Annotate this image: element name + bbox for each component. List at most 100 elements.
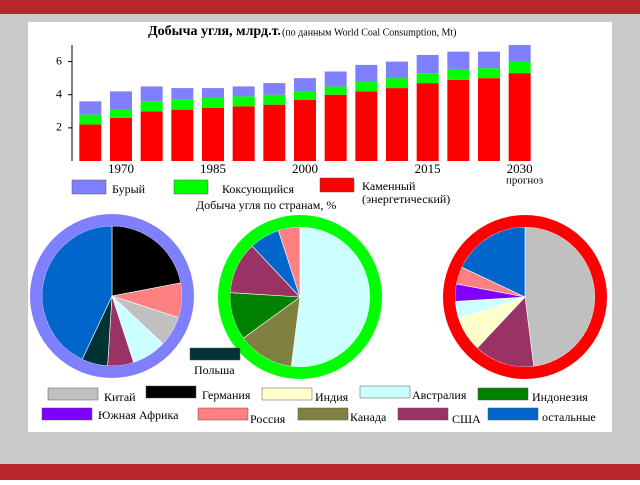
legend-label: Индия (315, 390, 349, 404)
x-tick-label: 2015 (415, 161, 441, 176)
bar-segment (79, 114, 102, 125)
bar-segment (110, 91, 132, 110)
bar-segment (508, 61, 531, 74)
legend-label: Южная Африка (98, 408, 179, 422)
legend-label: Польша (194, 363, 235, 377)
legend-swatch (41, 407, 93, 421)
bar-segment (478, 51, 500, 69)
legend-label: Бурый (112, 182, 146, 196)
legend-swatch (397, 407, 449, 421)
bar-segment (140, 111, 163, 161)
bar-segment (416, 83, 439, 161)
pie-slice (111, 225, 182, 297)
bar-segment (324, 86, 347, 95)
bar-segment (294, 78, 316, 92)
bar-segment (386, 61, 408, 79)
legend-label: Каменный (энергетический) (362, 179, 451, 206)
bar-segment (386, 88, 408, 161)
bar-segment (447, 51, 470, 70)
bar-segment (140, 101, 163, 112)
bar-segment (324, 71, 347, 87)
top-band (0, 0, 640, 14)
pie-slice (242, 296, 301, 367)
bar-segment (263, 104, 286, 161)
legend-label: США (452, 412, 481, 426)
bar-segment (263, 83, 286, 95)
bar-segment (508, 45, 531, 62)
bar-segment (416, 54, 439, 74)
legend-swatch (297, 407, 349, 421)
annotation: прогноз (506, 175, 543, 187)
pie-ring (30, 214, 194, 378)
bar-segment (202, 88, 224, 99)
pies-title: Добыча угля по странам, % (196, 198, 336, 212)
pie-slice (476, 296, 535, 368)
legend-swatch (145, 385, 197, 399)
bar-segment (263, 94, 286, 105)
bar-segment (110, 109, 132, 118)
legend-swatch (261, 387, 313, 401)
legend-swatch (359, 385, 411, 399)
x-tick-label: 1985 (200, 161, 226, 176)
legend-label: Индонезия (532, 390, 588, 404)
pie-ring (218, 215, 382, 379)
bar-segment (140, 86, 163, 102)
legend-swatch (487, 407, 539, 421)
bar-segment (355, 91, 378, 161)
bar-segment (232, 86, 255, 97)
legend-swatch (319, 177, 355, 193)
bar-segment (508, 73, 531, 161)
x-tick-label: 2000 (292, 161, 318, 176)
bar-segment (294, 99, 316, 161)
legend-swatch (477, 387, 529, 401)
bar-segment (171, 109, 194, 161)
bar-segment (232, 106, 255, 161)
bar-segment (232, 96, 255, 107)
legend-swatch (71, 179, 107, 195)
legend-swatch (197, 407, 249, 421)
bar-segment (478, 78, 500, 161)
pie-slice (41, 225, 113, 360)
chart-title: Добыча угля, млрд.т. (148, 24, 281, 39)
bar-segment (355, 81, 378, 92)
bar-segment (202, 98, 224, 108)
x-tick-label: 1970 (108, 161, 134, 176)
pie-slice (524, 226, 596, 367)
legend-swatch (173, 179, 209, 195)
bar-segment (294, 91, 316, 100)
legend-swatch (47, 387, 99, 401)
legend-label: Австралия (412, 388, 467, 402)
x-tick-label: 2030 (507, 161, 533, 176)
bar-segment (447, 79, 470, 161)
bar-segment (171, 88, 194, 100)
bottom-band (0, 464, 640, 480)
legend-swatch (189, 347, 241, 361)
bar-segment (171, 99, 194, 110)
bar-segment (79, 101, 102, 115)
legend-label: Германия (202, 388, 251, 402)
bar-segment (416, 73, 439, 84)
bar-segment (202, 107, 224, 161)
y-tick-label: 4 (56, 86, 62, 100)
pie-slice (290, 226, 371, 368)
bar-segment (79, 124, 102, 161)
bar-segment (447, 69, 470, 80)
bar-segment (478, 68, 500, 79)
pie-slice (461, 226, 526, 298)
legend-label: Китай (104, 390, 136, 404)
legend-label: Коксующийся (222, 182, 294, 196)
bar-segment (386, 78, 408, 89)
bar-segment (355, 64, 378, 82)
bar-segment (324, 94, 347, 161)
legend-label: остальные (542, 410, 596, 424)
y-tick-label: 6 (56, 53, 62, 67)
pie-ring (443, 215, 607, 379)
bar-segment (110, 117, 132, 161)
legend-label: Канада (350, 410, 387, 424)
y-tick-label: 2 (56, 120, 62, 134)
chart-subtitle: (по данным World Coal Consumption, Mt) (282, 27, 457, 38)
legend-label: Россия (250, 412, 286, 426)
